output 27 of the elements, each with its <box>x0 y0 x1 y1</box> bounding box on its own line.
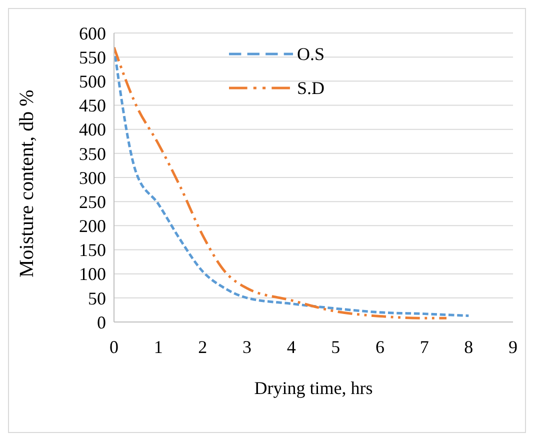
y-axis-title: Moisture content, db % <box>16 90 38 278</box>
y-tick-label: 200 <box>79 216 106 236</box>
x-tick-label: 4 <box>286 336 296 357</box>
y-tick-label: 150 <box>79 240 106 260</box>
x-tick-label: 0 <box>110 336 118 357</box>
y-tick-label: 250 <box>79 192 106 212</box>
legend-label: O.S <box>297 44 325 64</box>
x-tick-label: 7 <box>420 336 429 357</box>
y-tick-label: 600 <box>79 23 106 44</box>
x-tick-label: 1 <box>154 336 163 357</box>
y-tick-label: 450 <box>79 96 106 116</box>
y-tick-label: 50 <box>88 288 106 308</box>
y-tick-label: 350 <box>79 144 106 164</box>
x-tick-label: 9 <box>508 336 518 357</box>
x-tick-label: 3 <box>242 336 252 357</box>
x-tick-label: 6 <box>376 336 384 357</box>
y-tick-label: 100 <box>79 264 106 284</box>
y-tick-label: 300 <box>79 168 106 188</box>
y-tick-label: 400 <box>79 120 106 140</box>
x-tick-label: 2 <box>198 336 208 357</box>
x-axis-title: Drying time, hrs <box>254 378 373 398</box>
x-tick-label: 8 <box>464 336 474 357</box>
legend-label: S.D <box>297 78 325 98</box>
x-tick-label: 5 <box>331 336 340 357</box>
y-tick-label: 0 <box>97 312 106 332</box>
y-tick-label: 550 <box>79 47 106 68</box>
y-tick-label: 500 <box>79 72 106 92</box>
